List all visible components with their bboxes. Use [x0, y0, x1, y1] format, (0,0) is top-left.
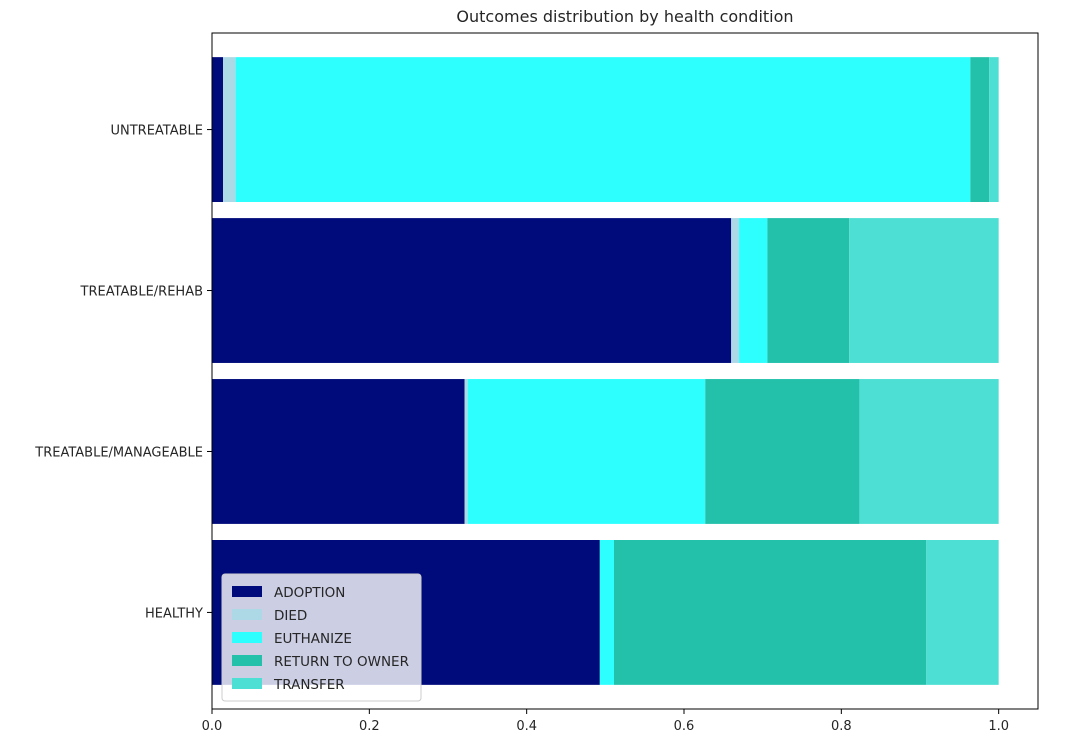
legend-box — [221, 573, 422, 702]
legend-label-transfer: TRANSFER — [273, 677, 345, 693]
plot-frame — [211, 32, 1039, 710]
chart-title: Outcomes distribution by health conditio… — [456, 7, 793, 26]
legend-swatch-died — [232, 609, 262, 620]
bar-untreatable-euthanize — [235, 57, 971, 203]
bar-treatable-rehab-died — [731, 218, 740, 363]
x-tick-label: 0.6 — [674, 719, 695, 734]
bar-treatable-rehab-return-to-owner — [767, 218, 850, 363]
legend-swatch-return-to-owner — [232, 655, 262, 666]
y-tick-label: TREATABLE/MANAGEABLE — [34, 445, 203, 460]
bar-treatable-manageable-transfer — [859, 379, 999, 524]
bars-layer — [212, 57, 999, 685]
x-tick-label: 0.8 — [831, 719, 852, 734]
bar-treatable-manageable-died — [464, 379, 468, 524]
y-axis: HEALTHY TREATABLE/MANAGEABLE TREATABLE/REH… — [34, 124, 212, 621]
bar-untreatable-died — [223, 57, 236, 203]
x-tick-label: 0.0 — [202, 719, 223, 734]
y-tick-label: TREATABLE/REHAB — [80, 285, 203, 300]
bar-healthy-return-to-owner — [613, 540, 927, 685]
bar-untreatable-return-to-owner — [970, 57, 990, 203]
legend-swatch-euthanize — [232, 632, 262, 643]
legend-label-euthanize: EUTHANIZE — [274, 631, 352, 647]
x-tick-label: 0.2 — [359, 719, 380, 734]
legend-swatch-adoption — [232, 586, 262, 597]
bar-healthy-transfer — [926, 540, 999, 685]
bar-treatable-manageable-euthanize — [467, 379, 706, 524]
bar-untreatable-transfer — [989, 57, 999, 203]
x-tick-label: 0.4 — [516, 719, 537, 734]
x-tick-label: 1.0 — [988, 719, 1009, 734]
legend-label-return-to-owner: RETURN TO OWNER — [274, 654, 409, 670]
legend-label-died: DIED — [274, 608, 307, 624]
bar-treatable-rehab-euthanize — [739, 218, 768, 363]
bar-treatable-rehab-transfer — [849, 218, 999, 363]
legend-label-adoption: ADOPTION — [274, 585, 345, 601]
bar-healthy-euthanize — [599, 540, 614, 685]
bar-untreatable-adoption — [212, 57, 224, 203]
bar-treatable-rehab-adoption — [212, 218, 732, 363]
bar-treatable-manageable-return-to-owner — [705, 379, 860, 524]
bar-treatable-manageable-adoption — [212, 379, 465, 524]
legend-swatch-transfer — [232, 678, 262, 689]
x-axis: 0.0 0.2 0.4 0.6 0.8 1.0 — [202, 709, 1009, 734]
legend: ADOPTION DIED EUTHANIZE RETURN TO OWNER TRAN… — [221, 573, 422, 702]
y-tick-label: UNTREATABLE — [110, 124, 203, 139]
y-tick-label: HEALTHY — [145, 606, 203, 621]
